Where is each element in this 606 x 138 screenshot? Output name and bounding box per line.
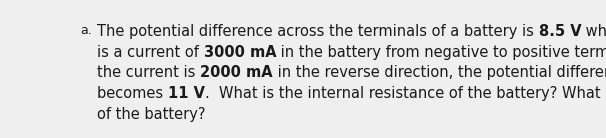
Text: 2000 mA: 2000 mA	[201, 65, 273, 80]
Text: 3000 mA: 3000 mA	[204, 45, 276, 60]
Text: in the battery from negative to positive terminal. When: in the battery from negative to positive…	[276, 45, 606, 60]
Text: when there: when there	[582, 24, 606, 39]
Text: of the battery?: of the battery?	[98, 107, 206, 122]
Text: is a current of: is a current of	[98, 45, 204, 60]
Text: a.: a.	[81, 24, 92, 37]
Text: .  What is the internal resistance of the battery? What is the emf: . What is the internal resistance of the…	[205, 86, 606, 101]
Text: becomes: becomes	[98, 86, 168, 101]
Text: 8.5 V: 8.5 V	[539, 24, 582, 39]
Text: 11 V: 11 V	[168, 86, 205, 101]
Text: The potential difference across the terminals of a battery is: The potential difference across the term…	[98, 24, 539, 39]
Text: the current is: the current is	[98, 65, 201, 80]
Text: in the reverse direction, the potential difference: in the reverse direction, the potential …	[273, 65, 606, 80]
